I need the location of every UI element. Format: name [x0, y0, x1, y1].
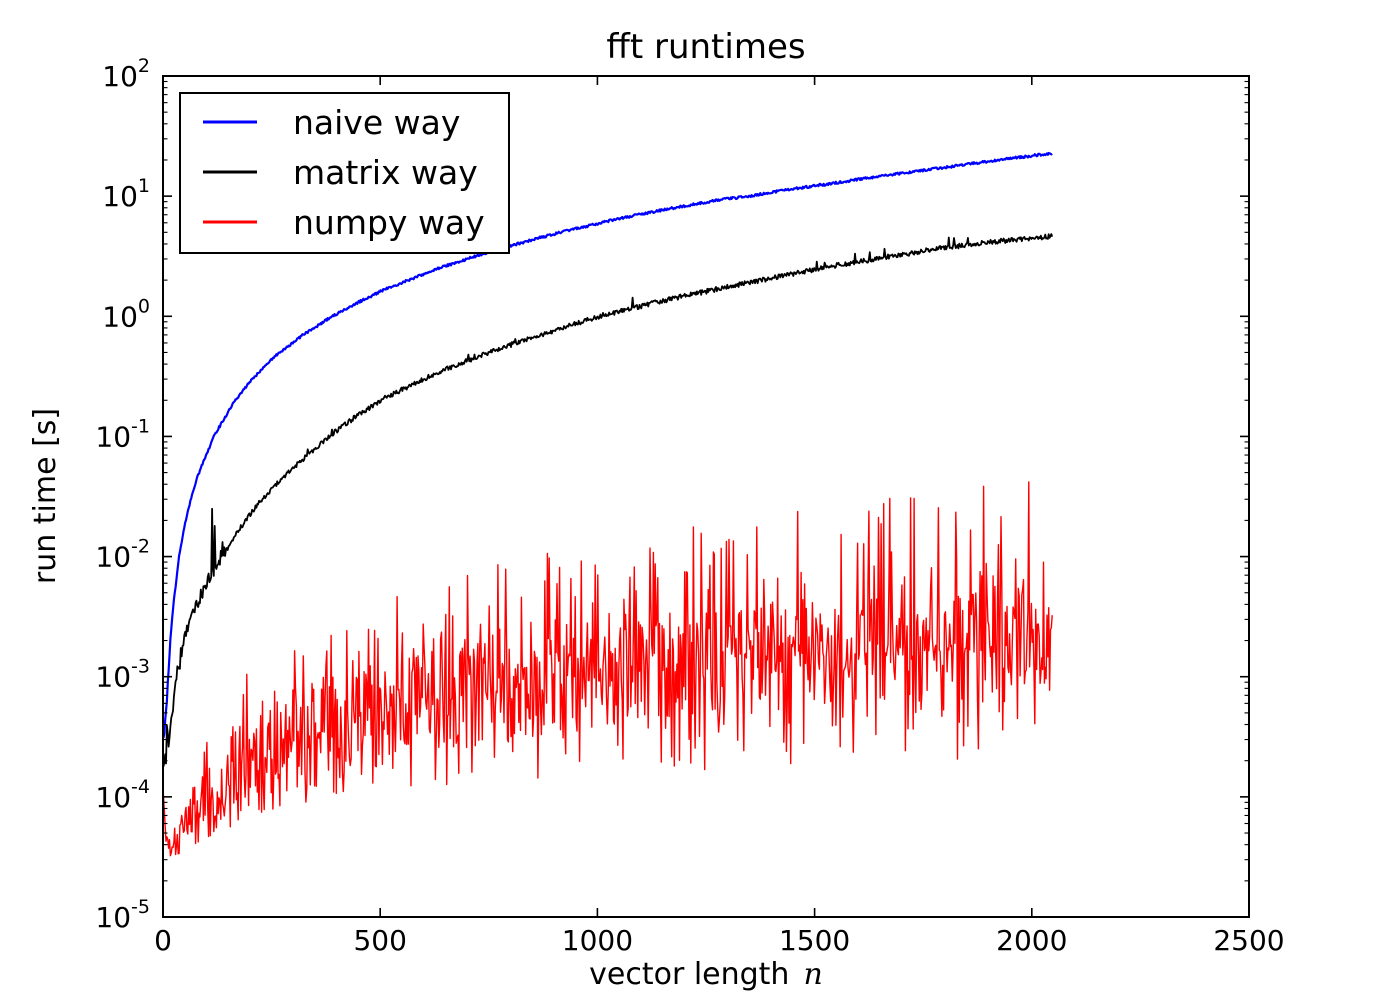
y-tick-labels: 102 101 100 10-1 10-2 10-3 10-4 10-5	[95, 55, 150, 934]
legend-label: matrix way	[293, 153, 478, 192]
legend-label: numpy way	[293, 203, 485, 242]
x-tick-label: 0	[154, 924, 172, 957]
series-matrix-way-line	[163, 233, 1054, 767]
x-axis-label-text: vector length	[589, 957, 789, 992]
x-axis-label-variable: n	[804, 957, 823, 992]
x-tick-label: 500	[353, 924, 406, 957]
series-numpy-way-line	[163, 481, 1053, 857]
x-tick-label: 2500	[1213, 924, 1284, 957]
x-tick-label: 2000	[996, 924, 1067, 957]
legend: naive way matrix way numpy way	[179, 92, 510, 254]
series-naive-way-line	[163, 151, 1053, 739]
y-tick-label: 10-3	[95, 656, 150, 694]
x-tick-labels: 0 500 1000 1500 2000 2500	[154, 924, 1285, 957]
y-tick-label: 10-5	[95, 896, 150, 934]
y-tick-label: 102	[102, 55, 150, 93]
y-tick-label: 10-1	[95, 415, 150, 453]
y-tick-label: 10-2	[95, 536, 150, 574]
axis-ticks	[162, 75, 1250, 918]
chart-title: fft runtimes	[606, 27, 805, 67]
x-axis-label: vector length n	[589, 957, 823, 992]
axes-frame	[162, 75, 1250, 918]
x-tick-label: 1500	[779, 924, 850, 957]
x-tick-label: 1000	[562, 924, 633, 957]
y-tick-label: 101	[102, 175, 150, 213]
y-axis-label: run time [s]	[28, 408, 63, 584]
y-tick-label: 100	[102, 295, 150, 333]
y-tick-label: 10-4	[95, 776, 150, 814]
legend-label: naive way	[293, 103, 460, 142]
